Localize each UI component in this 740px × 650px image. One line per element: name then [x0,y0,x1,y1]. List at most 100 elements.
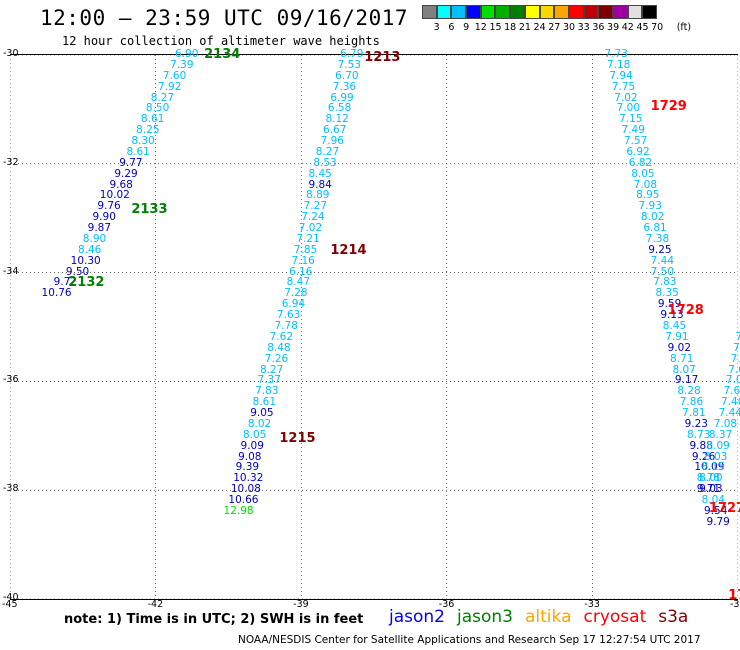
map-plot-area [10,54,738,600]
wave-height-value: 7.85 [293,243,318,256]
wave-height-value: 7.93 [638,200,662,213]
wave-height-value: 8.27 [315,145,340,158]
wave-height-value: 7.37 [257,374,281,387]
legend-swatch [524,5,540,19]
pass-time-label: 1727 [708,501,740,517]
legend-swatch [568,5,584,19]
wave-height-value: 9.17 [674,374,699,387]
wave-height-value: 8.48 [267,341,291,354]
wave-height-value: 6.90 [175,48,199,60]
y-tick-label: -30 [3,48,19,59]
wave-height-value: 7.6 [735,330,740,343]
wave-height-value: 8.61 [141,113,165,126]
wave-height-value: 10.76 [41,287,72,300]
x-tick-label: -45 [2,599,18,610]
legend-swatch [436,5,452,19]
wave-height-value: 6.92 [626,145,650,158]
wave-height-value: 7.60 [723,385,740,398]
wave-height-value: 7.92 [158,80,182,93]
wave-height-value: 6.81 [643,222,667,235]
legend-label: 42 [621,22,634,33]
legend-label: 24 [533,22,546,33]
wave-height-value: 7.44 [650,254,675,267]
wave-height-value: 9.08 [238,450,262,463]
legend-label: 39 [607,22,620,33]
wave-height-value: 8.61 [126,145,150,158]
satellite-name: s3a [658,607,689,627]
legend-label: 15 [489,22,502,33]
legend-swatch [539,5,555,19]
wave-height-value: 8.46 [77,243,102,256]
wave-height-value: 8.05 [631,167,655,180]
pass-time-label: 1213 [364,49,401,65]
wave-height-value: 10.02 [99,189,130,202]
legend-swatch [583,5,599,19]
legend-label: 21 [518,22,531,33]
wave-height-value: 7.38 [645,232,670,245]
wave-height-value: 8.28 [677,385,701,398]
wave-height-value: 7.62 [269,330,294,343]
wave-height-value: 8.04 [701,494,725,507]
wave-height-value: 9.39 [235,461,260,474]
wave-height-value: 7.18 [606,58,631,71]
wave-height-value: 7.6 [733,341,740,354]
wave-height-value: 7.49 [621,124,645,137]
wave-height-value: 8.53 [313,156,337,169]
wave-height-value: 10.32 [233,472,264,485]
wave-height-value: 7.00 [616,102,641,115]
wave-height-value: 7.6 [730,352,740,365]
wave-height-value: 8.35 [655,287,679,300]
wave-height-value: 7.02 [298,222,323,235]
wave-height-value: 8.78 [696,472,721,485]
legend-label: 3 [433,22,440,33]
wave-height-value: 8.25 [136,124,160,137]
wave-height-value: 9.77 [119,156,143,169]
satellite-name: jason3 [457,607,513,627]
satellite-name: altika [525,607,572,627]
y-tick-label: -34 [3,265,19,277]
legend-swatch [466,5,481,19]
wave-height-value: 8.47 [286,276,311,289]
wave-height-value: 9.84 [308,178,332,191]
legend-label: 30 [562,22,576,33]
wave-height-value: 7.75 [611,80,636,93]
wave-height-value: 7.91 [665,330,689,343]
pass-time-label: 1214 [330,242,367,258]
wave-height-value: 6.82 [628,156,653,169]
x-tick-label: -42 [147,599,164,610]
lat-lon-grid [10,55,738,599]
color-legend [422,5,657,19]
wave-height-value: 8.02 [640,211,665,224]
wave-height-value: 7.96 [320,135,344,148]
wave-height-value: 8.09 [706,439,730,452]
wave-height-value: 8.73 [687,428,711,441]
wave-height-value: 9.26 [691,450,716,463]
wave-height-value: 7.39 [170,58,194,71]
wave-height-value: 7.60 [728,363,740,376]
pass-time-label: 1215 [279,430,316,446]
wave-height-value: 6.58 [327,102,352,115]
legend-label: 18 [504,22,517,33]
pass-time-label: 1726 [728,588,740,604]
wave-height-value: 8.30 [131,135,155,148]
wave-height-value: 7.40 [721,396,740,409]
satellite-name: cryosat [583,607,647,627]
wave-height-value: 9.13 [660,309,684,322]
pass-time-label: 1728 [667,302,704,318]
wave-height-value: 9.90 [92,211,116,224]
wave-height-value: 9.88 [689,439,713,452]
wave-height-value: 6.67 [323,124,347,137]
wave-height-value: 7.08 [633,178,658,191]
pass-time-label: 2133 [131,202,168,218]
wave-height-value: 8.89 [306,189,330,202]
legend-swatch [422,5,437,19]
wave-height-value: 8.27 [259,363,284,376]
units-note: note: 1) Time is in UTC; 2) SWH is in fe… [64,612,364,627]
wave-height-value: 7.73 [604,48,628,60]
wave-height-value: 8.95 [636,189,660,202]
wave-height-value: 9.59 [657,298,682,311]
legend-swatch [554,5,569,19]
wave-height-value: 7.02 [614,91,638,104]
wave-height-value: 9.05 [250,407,274,420]
legend-swatch [480,5,496,19]
